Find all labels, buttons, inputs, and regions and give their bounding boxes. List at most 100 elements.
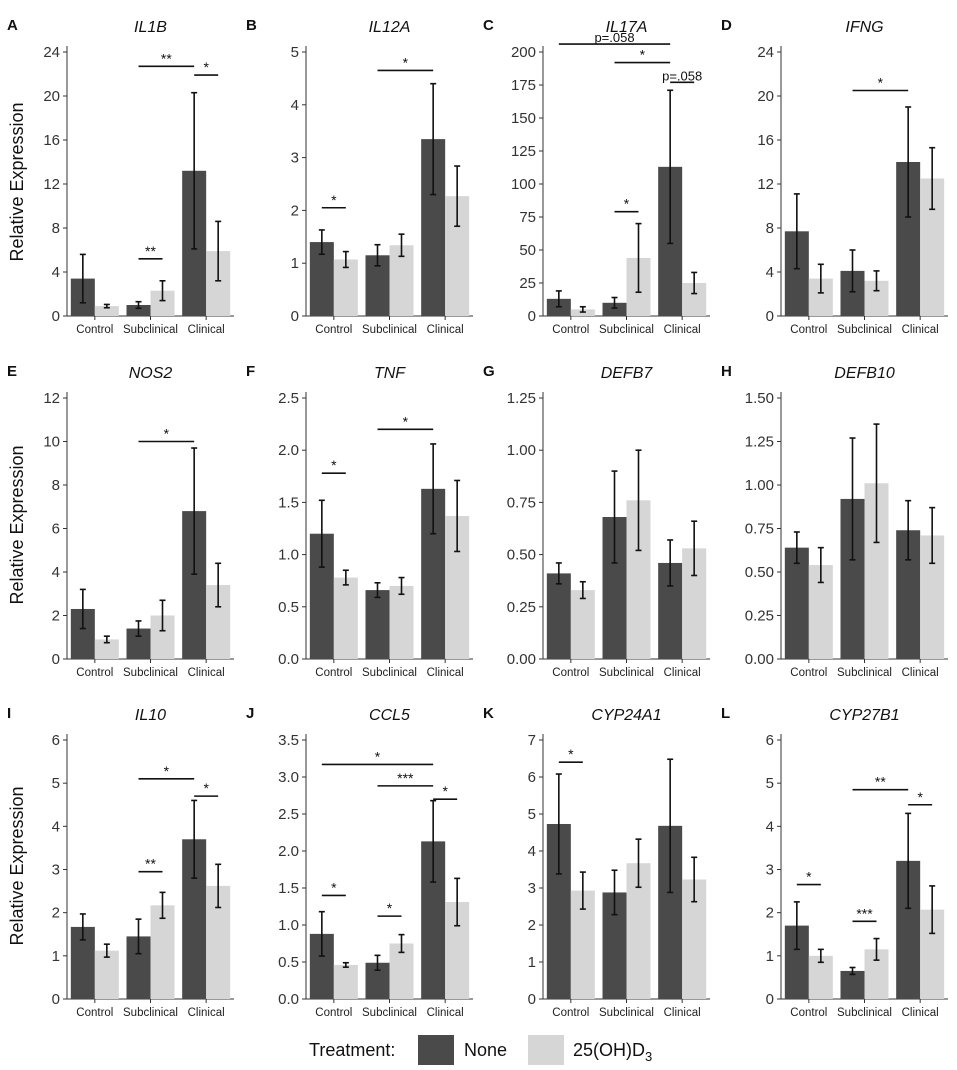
y-tick-label: 4 [291, 97, 299, 114]
significance-label: * [917, 789, 923, 805]
significance-label: * [640, 47, 646, 63]
y-tick-label: 0.75 [745, 521, 774, 538]
panel-cyp24a1: K CYP24A1 0 1 2 3 4 5 6 7 Control Subclinical Clinic… [483, 705, 710, 1019]
y-tick-label: 8 [766, 220, 774, 237]
y-tick-label: 0.50 [507, 547, 536, 564]
significance-label: * [878, 75, 884, 91]
y-axis-title-row2: Relative Expression [7, 445, 27, 604]
y-tick-label: 1.5 [278, 494, 299, 511]
x-tick-label-subclinical: Subclinical [362, 1007, 417, 1019]
significance-label: * [203, 59, 209, 75]
y-tick-label: 3.0 [278, 769, 299, 786]
y-tick-label: 5 [52, 775, 60, 792]
y-tick-label: 2 [291, 202, 299, 219]
y-tick-label: 1 [528, 954, 536, 971]
x-tick-label-subclinical: Subclinical [837, 667, 892, 679]
significance-label: * [387, 900, 393, 916]
panel-letter-h: H [721, 363, 732, 380]
significance-label: * [806, 869, 812, 885]
y-tick-label: 4 [766, 264, 774, 281]
panel-title-il17a: IL17A [606, 19, 648, 36]
y-tick-label: 2.5 [278, 806, 299, 823]
y-tick-label: 0.25 [745, 608, 774, 625]
y-tick-label: 24 [43, 44, 60, 61]
y-tick-label: 6 [766, 732, 774, 749]
y-tick-label: 4 [52, 564, 60, 581]
significance-label: * [331, 879, 337, 895]
legend-label-d3: 25(OH)D3 [573, 1040, 652, 1064]
panel-title-il12a: IL12A [369, 19, 411, 36]
y-tick-label: 5 [528, 806, 536, 823]
y-tick-label: 4 [52, 818, 60, 835]
y-tick-label: 24 [757, 44, 774, 61]
significance-label: * [403, 54, 409, 70]
x-tick-label-clinical: Clinical [188, 1007, 225, 1019]
x-tick-label-clinical: Clinical [902, 324, 939, 336]
x-tick-label-control: Control [315, 667, 352, 679]
y-tick-label: 12 [43, 390, 60, 407]
x-tick-label-subclinical: Subclinical [599, 324, 654, 336]
panel-title-il10: IL10 [135, 707, 166, 724]
y-tick-label: 4 [528, 843, 536, 860]
panel-title-cyp24a1: CYP24A1 [591, 707, 661, 724]
y-tick-label: 2 [52, 905, 60, 922]
panel-il17a: C IL17A 0 25 50 75 100 125 150 175 200 Control Subcl… [483, 17, 710, 336]
x-tick-label-subclinical: Subclinical [599, 1007, 654, 1019]
panel-nos2: E NOS2 0 2 4 6 8 10 12 Control Subclinical Clinical… [7, 363, 234, 679]
y-tick-label: 1.00 [507, 442, 536, 459]
panel-title-tnf: TNF [374, 365, 406, 382]
y-tick-label: 0.00 [745, 651, 774, 668]
x-tick-label-clinical: Clinical [664, 667, 701, 679]
x-tick-label-control: Control [315, 324, 352, 336]
y-tick-label: 16 [757, 132, 774, 149]
panel-title-nos2: NOS2 [129, 365, 173, 382]
y-tick-label: 20 [757, 88, 774, 105]
y-tick-label: 0.00 [507, 651, 536, 668]
y-tick-label: 16 [43, 132, 60, 149]
y-axis-title-row1: Relative Expression [7, 102, 27, 261]
y-tick-label: 0.5 [278, 954, 299, 971]
y-tick-label: 4 [52, 264, 60, 281]
y-tick-label: 50 [519, 242, 536, 259]
significance-label: * [442, 783, 448, 799]
x-tick-label-control: Control [552, 667, 589, 679]
x-tick-label-subclinical: Subclinical [362, 667, 417, 679]
panel-defb7: G DEFB7 0.00 0.25 0.50 0.75 1.00 1.25 Control Sub… [483, 363, 710, 679]
x-tick-label-control: Control [790, 324, 827, 336]
x-tick-label-clinical: Clinical [664, 324, 701, 336]
bar-d3-control [94, 306, 119, 316]
y-tick-label: 0 [52, 308, 60, 325]
y-tick-label: 6 [528, 769, 536, 786]
bar-d3-subclinical [150, 905, 175, 999]
y-tick-label: 2 [52, 608, 60, 625]
y-axis-title-row3: Relative Expression [7, 786, 27, 945]
y-tick-label: 8 [52, 477, 60, 494]
x-tick-label-subclinical: Subclinical [362, 324, 417, 336]
x-tick-label-clinical: Clinical [188, 667, 225, 679]
significance-label: * [331, 192, 337, 208]
panel-title-il1b: IL1B [134, 19, 167, 36]
x-tick-label-control: Control [76, 1007, 113, 1019]
y-tick-label: 0.25 [507, 599, 536, 616]
panel-letter-l: L [721, 705, 730, 722]
x-tick-label-subclinical: Subclinical [123, 1007, 178, 1019]
significance-label: ** [161, 50, 172, 66]
y-tick-label: 25 [519, 275, 536, 292]
y-tick-label: 125 [511, 143, 536, 160]
significance-label: ** [145, 856, 156, 872]
y-tick-label: 5 [766, 775, 774, 792]
y-tick-label: 6 [52, 521, 60, 538]
panel-letter-j: J [246, 705, 254, 722]
x-tick-label-subclinical: Subclinical [123, 324, 178, 336]
significance-label: * [403, 413, 409, 429]
y-tick-label: 4 [766, 818, 774, 835]
x-tick-label-subclinical: Subclinical [599, 667, 654, 679]
significance-label: ** [145, 243, 156, 259]
y-tick-label: 0 [291, 308, 299, 325]
y-tick-label: 0 [766, 991, 774, 1008]
x-tick-label-subclinical: Subclinical [837, 1007, 892, 1019]
y-tick-label: 1 [291, 255, 299, 272]
bar-none-control [784, 547, 809, 659]
y-tick-label: 7 [528, 732, 536, 749]
